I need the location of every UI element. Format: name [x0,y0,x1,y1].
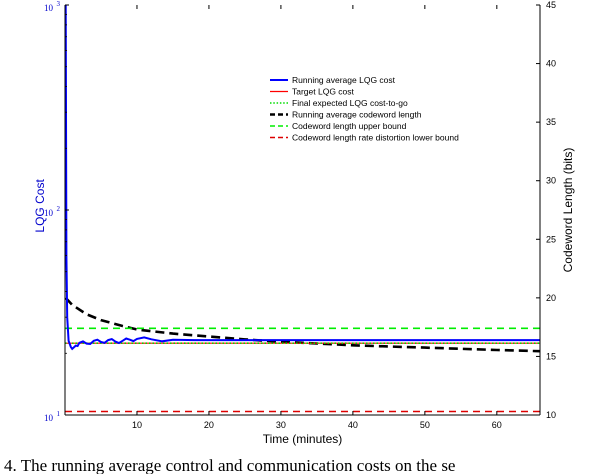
legend-label-4: Codeword length upper bound [292,121,407,131]
x-tick-label: 60 [492,420,502,430]
legend-label-3: Running average codeword length [292,110,422,120]
y-right-tick-label: 30 [546,176,556,186]
x-tick-label: 40 [348,420,358,430]
y-left-tick-exponent: 2 [57,205,61,213]
legend: Running average LQG cost Target LQG costF… [270,75,459,143]
x-tick-label: 30 [276,420,286,430]
legend-label-2: Final expected LQG cost-to-go [292,98,408,108]
legend-label-1: Target LQG cost [292,87,355,97]
y-left-tick-exponent: 3 [57,0,61,8]
x-tick-label: 20 [204,420,214,430]
y-right-tick-label: 25 [546,234,556,244]
x-tick-label: 10 [132,420,142,430]
y-right-tick-label: 15 [546,351,556,361]
y-left-tick-label: 10 [44,413,54,423]
x-axis-label: Time (minutes) [263,432,343,446]
y-left-tick-label: 10 [44,3,54,13]
figure-caption: 4. The running average control and commu… [4,458,456,474]
y-axis-label-left: LQG Cost [33,179,47,233]
y-axis-label-right: Codeword Length (bits) [561,148,575,273]
y-right-tick-label: 45 [546,0,556,10]
x-tick-label: 50 [420,420,430,430]
y-left-tick-exponent: 1 [57,410,61,418]
series-line-0 [65,5,540,351]
series-line-3 [65,297,540,353]
series-layer [65,5,540,413]
y-right-tick-label: 20 [546,293,556,303]
y-right-tick-label: 10 [546,410,556,420]
y-right-tick-label: 35 [546,117,556,127]
y-right-tick-label: 40 [546,59,556,69]
y-left-tick-label: 10 [44,208,54,218]
legend-label-5: Codeword length rate distortion lower bo… [292,133,459,143]
legend-label-0: Running average LQG cost [292,75,396,85]
